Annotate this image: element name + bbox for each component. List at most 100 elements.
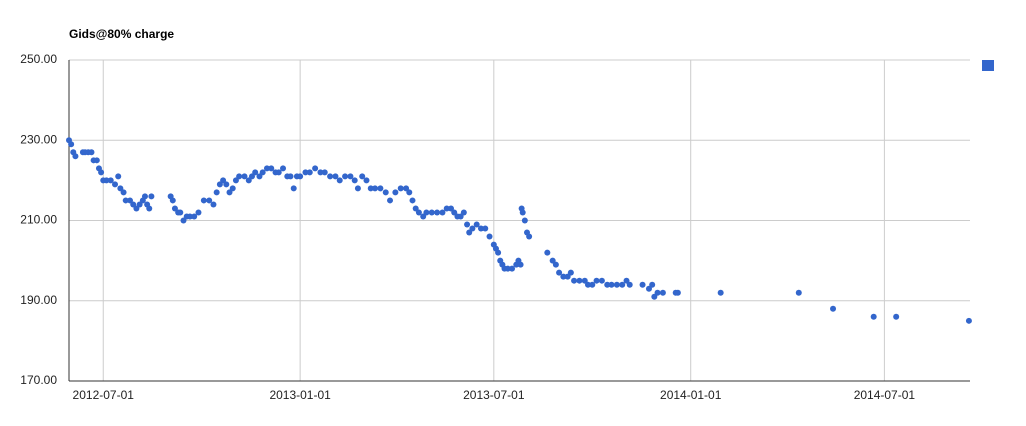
point — [544, 249, 551, 256]
point — [169, 197, 176, 204]
point — [377, 185, 384, 192]
point — [93, 157, 100, 164]
point — [397, 185, 404, 192]
point — [593, 277, 600, 284]
point — [206, 197, 213, 204]
point — [252, 169, 259, 176]
point — [504, 265, 511, 272]
point — [457, 213, 464, 220]
point — [236, 173, 243, 180]
point — [409, 197, 416, 204]
point — [220, 177, 227, 184]
point — [229, 185, 236, 192]
point — [133, 205, 140, 212]
point — [180, 217, 187, 224]
point — [674, 289, 681, 296]
x-tick-label: 2014-01-01 — [660, 388, 722, 402]
point — [423, 209, 430, 216]
point — [317, 169, 324, 176]
point — [354, 185, 361, 192]
point — [141, 193, 148, 200]
point — [598, 277, 605, 284]
point — [336, 177, 343, 184]
point — [870, 313, 877, 320]
point — [571, 277, 578, 284]
grid: 170.00 190.00 210.00 230.00 250.00 2012-07-01… — [20, 52, 970, 402]
point — [226, 189, 233, 196]
point — [332, 173, 339, 180]
point — [171, 205, 178, 212]
point — [112, 181, 119, 188]
point — [195, 209, 202, 216]
point — [359, 173, 366, 180]
point — [367, 185, 374, 192]
point — [210, 201, 217, 208]
x-tick-label: 2014-07-01 — [854, 388, 916, 402]
point — [469, 225, 476, 232]
point — [130, 201, 137, 208]
point — [517, 261, 524, 268]
point — [302, 169, 309, 176]
point — [451, 209, 458, 216]
point — [88, 149, 95, 156]
point — [659, 289, 666, 296]
point — [280, 165, 287, 172]
point — [312, 165, 319, 172]
point — [482, 225, 489, 232]
point — [177, 209, 184, 216]
point — [342, 173, 349, 180]
point — [275, 169, 282, 176]
chart-title: Gids@80% charge — [69, 27, 174, 41]
point — [560, 273, 567, 280]
point — [306, 169, 313, 176]
point — [382, 189, 389, 196]
point — [460, 209, 467, 216]
point — [584, 281, 591, 288]
point — [649, 281, 656, 288]
point — [392, 189, 399, 196]
point — [626, 281, 633, 288]
point — [216, 181, 223, 188]
point — [232, 177, 239, 184]
point — [604, 281, 611, 288]
point — [477, 225, 484, 232]
point — [645, 285, 652, 292]
point — [552, 261, 559, 268]
point — [263, 165, 270, 172]
point — [290, 185, 297, 192]
y-tick-label: 250.00 — [20, 52, 57, 66]
point — [448, 205, 455, 212]
point — [581, 277, 588, 284]
point — [223, 181, 230, 188]
point — [519, 209, 526, 216]
point — [439, 209, 446, 216]
points — [66, 137, 972, 324]
y-tick-label: 230.00 — [20, 132, 57, 146]
point — [287, 173, 294, 180]
point — [107, 177, 114, 184]
point — [466, 229, 473, 236]
x-tick-label: 2013-07-01 — [463, 388, 525, 402]
point — [495, 249, 502, 256]
point — [136, 201, 143, 208]
y-tick-label: 170.00 — [20, 373, 57, 387]
point — [619, 281, 626, 288]
y-tick-label: 210.00 — [20, 213, 57, 227]
point — [387, 197, 394, 204]
x-tick-label: 2012-07-01 — [73, 388, 135, 402]
point — [549, 257, 556, 264]
point — [654, 289, 661, 296]
point — [120, 189, 127, 196]
point — [115, 173, 122, 180]
point — [434, 209, 441, 216]
point — [608, 281, 615, 288]
x-tick-label: 2013-01-01 — [269, 388, 331, 402]
point — [117, 185, 124, 192]
point — [372, 185, 379, 192]
point — [564, 273, 571, 280]
point — [415, 209, 422, 216]
point — [363, 177, 370, 184]
point — [245, 177, 252, 184]
point — [639, 281, 646, 288]
